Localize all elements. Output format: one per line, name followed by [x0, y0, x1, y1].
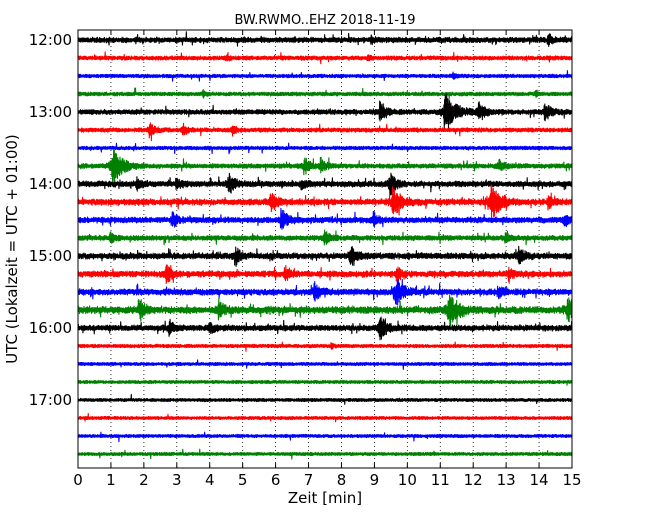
trace-line	[77, 294, 573, 327]
x-tick-label: 8	[337, 471, 347, 489]
x-tick-label: 15	[562, 471, 581, 489]
y-tick-label: 13:00	[29, 103, 72, 121]
trace-line	[77, 431, 573, 443]
y-tick-label: 16:00	[29, 319, 72, 337]
x-tick-label: 13	[497, 471, 516, 489]
x-tick-label: 5	[238, 471, 248, 489]
y-tick-label: 14:00	[29, 175, 72, 193]
y-tick-label: 15:00	[29, 247, 72, 265]
trace-group	[77, 31, 573, 460]
trace-line	[77, 122, 573, 142]
x-tick-label: 14	[530, 471, 549, 489]
trace-line	[77, 172, 573, 196]
trace-line	[77, 207, 573, 230]
x-tick-label: 0	[73, 471, 83, 489]
x-tick-label: 12	[464, 471, 483, 489]
trace-line	[77, 264, 573, 284]
x-tick-label: 4	[205, 471, 215, 489]
trace-line	[77, 229, 573, 246]
trace-line	[77, 359, 573, 370]
trace-line	[77, 142, 573, 155]
trace-line	[77, 316, 573, 341]
x-tick-label: 3	[172, 471, 182, 489]
trace-line	[77, 341, 573, 352]
x-tick-label: 7	[304, 471, 314, 489]
trace-line	[77, 279, 573, 306]
x-tick-label: 6	[271, 471, 281, 489]
trace-line	[77, 31, 573, 48]
trace-line	[77, 379, 573, 386]
x-tick-label: 10	[398, 471, 417, 489]
trace-line	[77, 93, 573, 129]
trace-line	[77, 184, 573, 219]
x-tick-label: 1	[106, 471, 116, 489]
trace-line	[77, 448, 573, 460]
x-tick-label: 9	[370, 471, 380, 489]
trace-line	[77, 51, 573, 65]
y-tick-label: 12:00	[29, 31, 72, 49]
plot-frame	[77, 29, 573, 469]
trace-line	[77, 393, 573, 405]
trace-line	[77, 149, 573, 184]
axis-ticks: 0 1 2 3 4 5 6 7 8 9 10 11 12 13 14 1512:0013:0014:0015:…	[29, 30, 582, 489]
x-tick-label: 11	[431, 471, 450, 489]
trace-line	[77, 70, 573, 82]
y-tick-label: 17:00	[29, 391, 72, 409]
x-axis-label: Zeit [min]	[288, 489, 362, 507]
chart-title: BW.RWMO..EHZ 2018-11-19	[234, 13, 415, 28]
trace-line	[77, 245, 573, 268]
y-axis-label: UTC (Lokalzeit = UTC + 01:00)	[3, 134, 21, 364]
trace-line	[77, 87, 573, 99]
x-tick-label: 2	[139, 471, 149, 489]
trace-line	[77, 412, 573, 423]
